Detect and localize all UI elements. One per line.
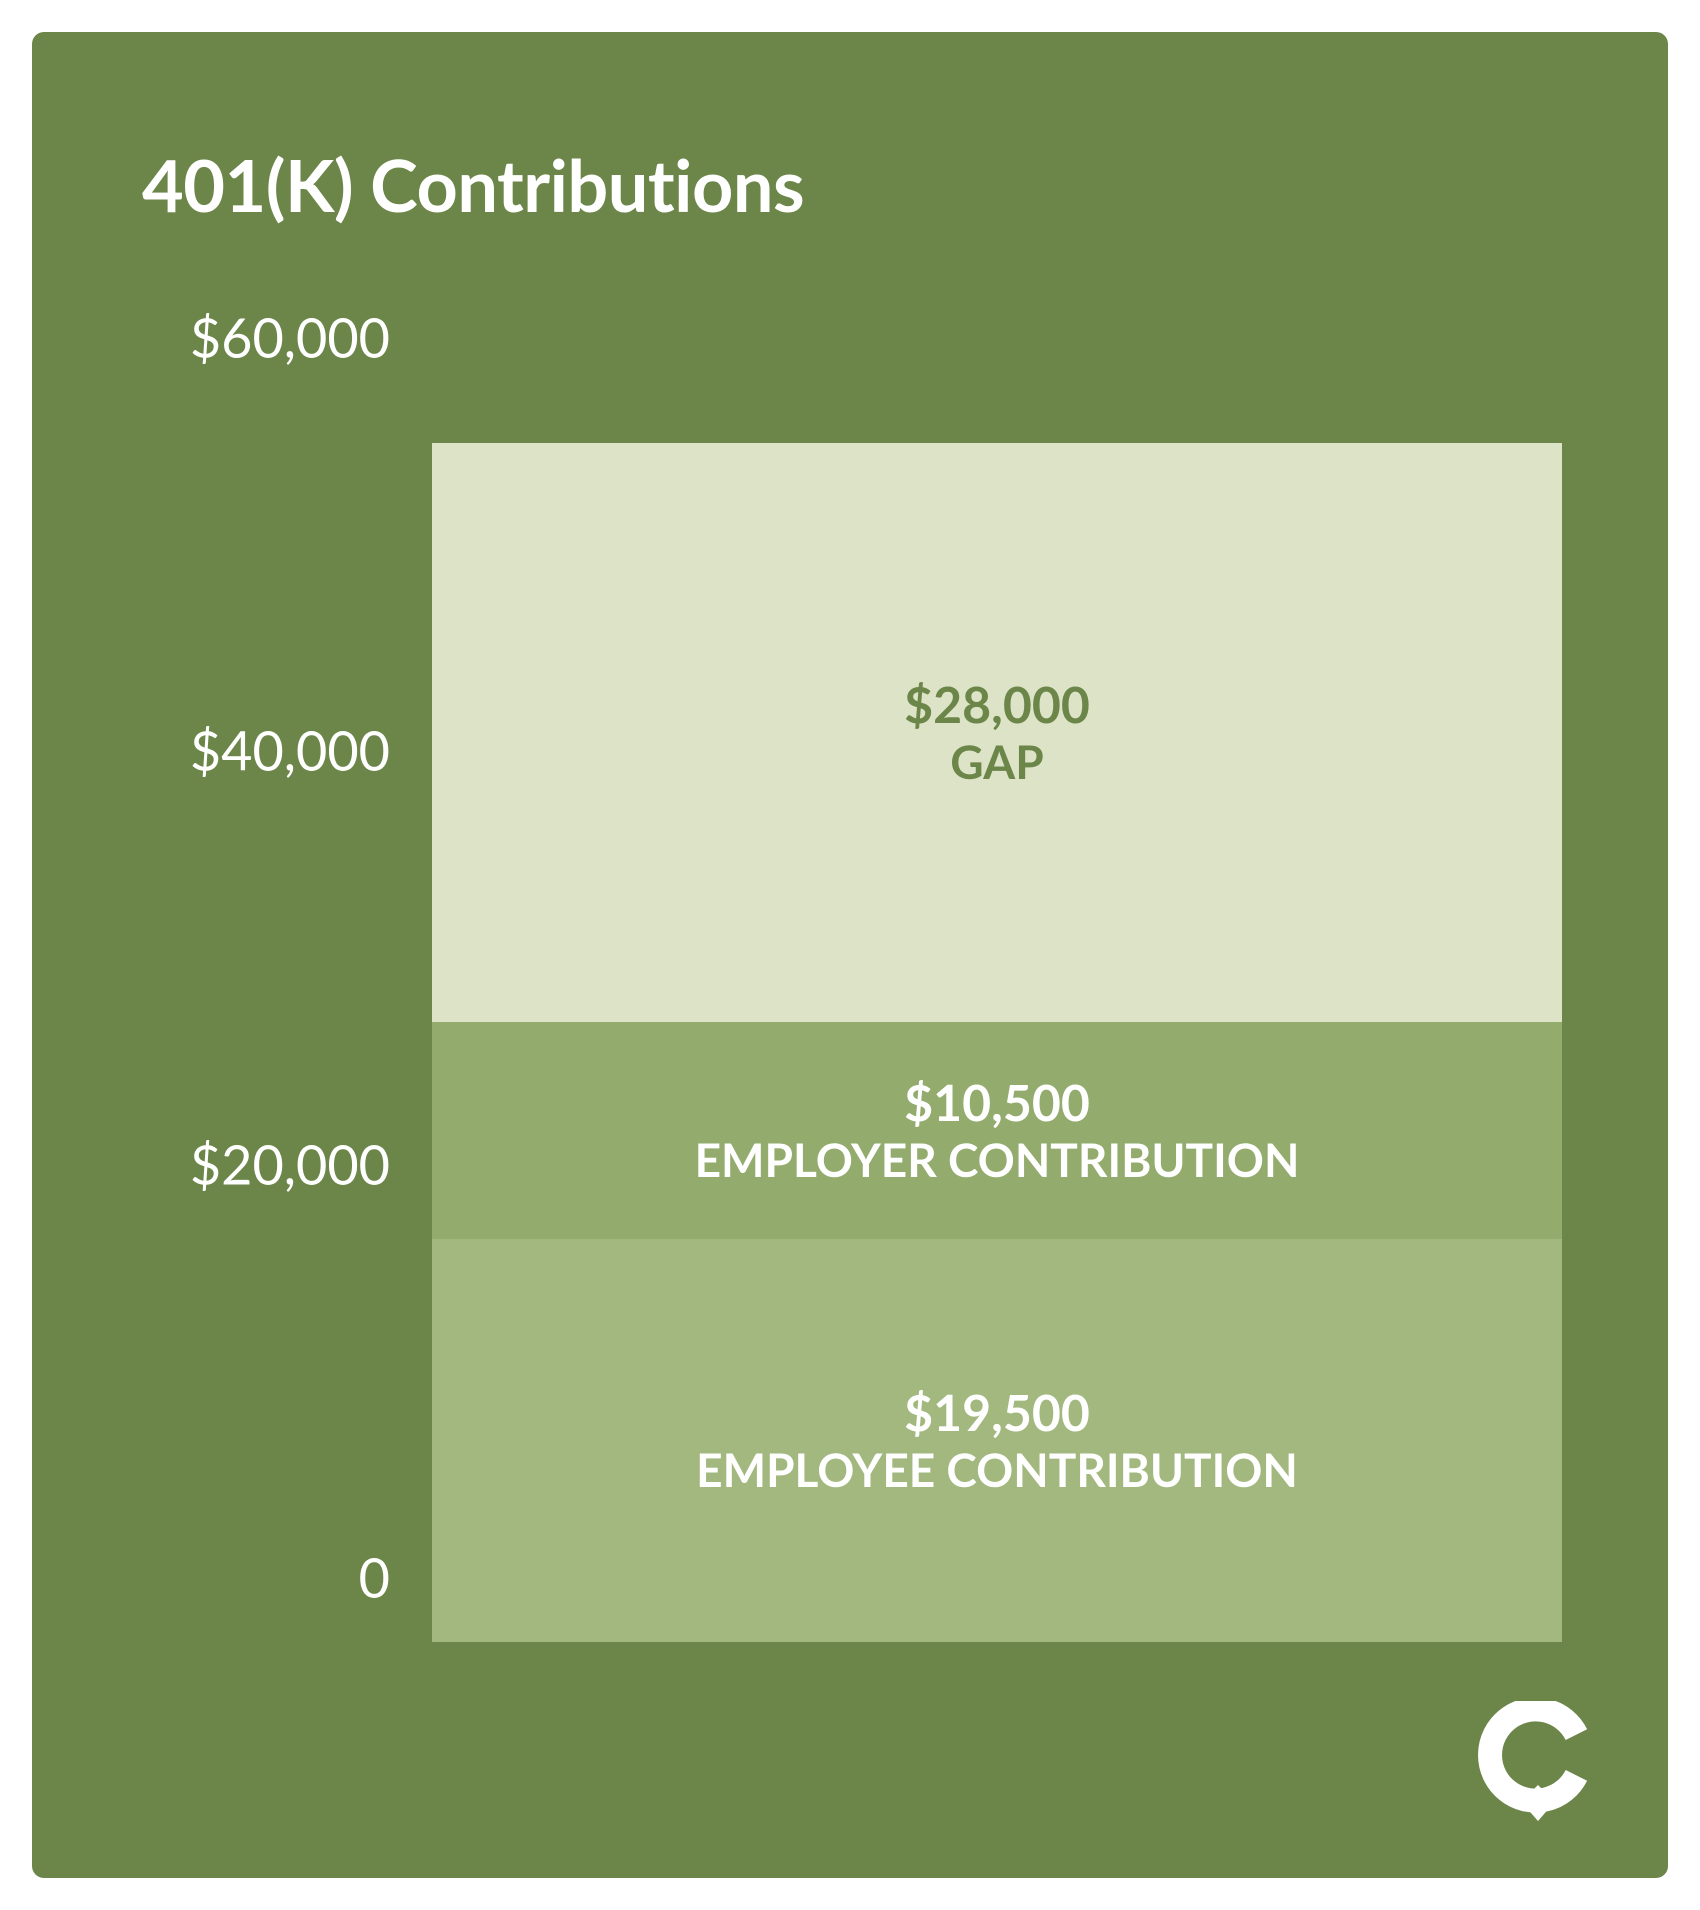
segment-gap: $28,000GAP [432,443,1562,1022]
chart-card: 401(K) Contributions 0$20,000$40,000$60,… [32,32,1668,1878]
chart-title: 401(K) Contributions [142,142,804,228]
segment-employer: $10,500EMPLOYER CONTRIBUTION [432,1022,1562,1239]
segment-label: EMPLOYER CONTRIBUTION [695,1134,1300,1187]
segment-amount: $10,500 [904,1074,1090,1132]
y-tick: $60,000 [190,305,432,370]
stacked-bar-chart: 0$20,000$40,000$60,000$19,500EMPLOYEE CO… [432,402,1562,1642]
y-tick: $20,000 [190,1131,432,1196]
brand-c-icon [1478,1701,1598,1833]
y-tick: $40,000 [190,718,432,783]
segment-amount: $28,000 [904,676,1090,734]
segment-amount: $19,500 [904,1384,1090,1442]
segment-label: EMPLOYEE CONTRIBUTION [696,1444,1298,1497]
segment-employee: $19,500EMPLOYEE CONTRIBUTION [432,1239,1562,1642]
segment-label: GAP [950,736,1043,789]
y-tick: 0 [359,1545,432,1610]
